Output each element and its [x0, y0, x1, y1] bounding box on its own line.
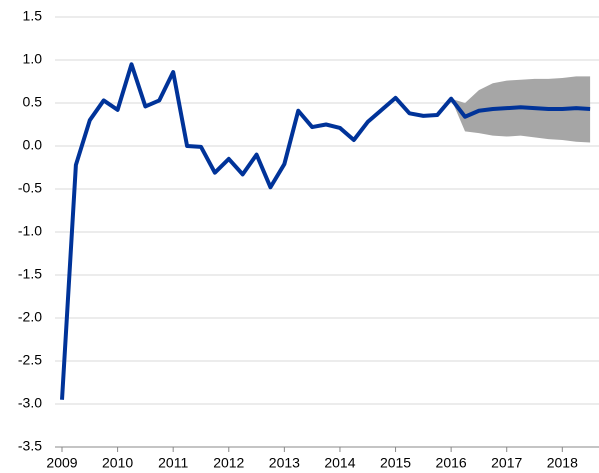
x-tick-label: 2014 [324, 455, 355, 471]
data-line [60, 62, 591, 400]
y-tick-label: 1.5 [23, 8, 43, 24]
y-tick-label: -0.5 [18, 180, 42, 196]
y-tick-label: -3.0 [18, 395, 42, 411]
y-tick-label: 0.0 [23, 137, 43, 153]
x-tick-label: 2010 [102, 455, 133, 471]
x-tick-label: 2015 [380, 455, 411, 471]
x-tick-label: 2011 [158, 455, 188, 471]
confidence-band [451, 76, 591, 143]
y-tick-label: 1.0 [23, 51, 43, 67]
y-tick-label: 0.5 [23, 94, 43, 110]
x-tick-label: 2012 [213, 455, 244, 471]
x-tick-label: 2009 [46, 455, 77, 471]
x-tick-label: 2016 [436, 455, 467, 471]
y-tick-label: -2.5 [18, 352, 42, 368]
y-tick-label: -3.5 [18, 438, 42, 454]
x-tick-label: 2013 [269, 455, 300, 471]
y-tick-label: -1.0 [18, 223, 42, 239]
x-tick-label: 2017 [491, 455, 522, 471]
y-tick-label: -2.0 [18, 309, 42, 325]
y-tick-label: -1.5 [18, 266, 42, 282]
x-tick-label: 2018 [547, 455, 578, 471]
